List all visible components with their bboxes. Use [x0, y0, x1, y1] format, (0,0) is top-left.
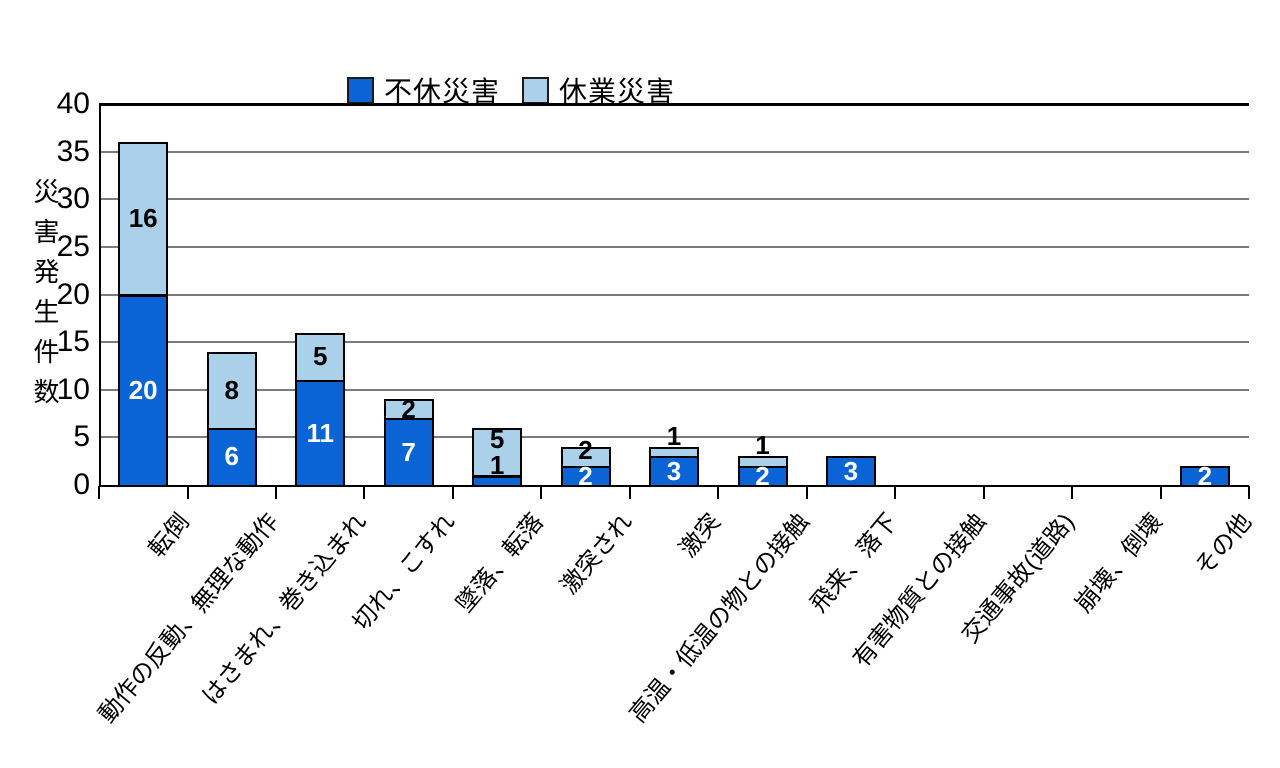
bar-segment: [118, 142, 169, 297]
legend: 不休災害 休業災害: [347, 70, 675, 110]
bar-segment: [383, 399, 434, 421]
y-tick-label: 35: [56, 134, 90, 168]
x-category-label: はさまれ、巻き込まれ: [197, 508, 373, 710]
gridline: [99, 341, 1249, 344]
bar-value-label: 3: [666, 455, 682, 486]
x-category-label: 崩壊、倒壊: [1070, 508, 1169, 618]
bar-value-label: 11: [306, 417, 334, 448]
bar-value-label: 2: [578, 460, 593, 491]
x-tick: [1248, 486, 1250, 499]
bar-segment: [383, 418, 434, 487]
y-axis-line: [99, 103, 101, 487]
x-axis-line: [99, 485, 1249, 487]
plot-top-border: [99, 103, 1249, 106]
legend-label: 不休災害: [384, 76, 501, 107]
x-category-label: その他: [1189, 508, 1257, 582]
legend-item: 休業災害: [522, 70, 675, 110]
x-tick: [1159, 486, 1162, 499]
bar-value-label: 1: [755, 430, 770, 461]
x-tick: [1071, 486, 1074, 499]
y-axis-title: 災害発生件数: [30, 178, 60, 418]
bar-segment: [649, 446, 699, 459]
x-tick: [717, 486, 720, 499]
bar-value-label: 5: [489, 423, 505, 454]
bar-value-label: 7: [401, 436, 416, 467]
legend-swatch-light: [522, 76, 550, 104]
gridline: [99, 436, 1249, 439]
x-category-label: 転倒: [143, 508, 196, 563]
x-tick: [274, 486, 277, 499]
bar-segment: [206, 427, 257, 488]
y-tick-label: 40: [56, 87, 90, 120]
legend-swatch-dark: [347, 76, 374, 104]
gridline: [99, 245, 1249, 248]
bar-segment: [737, 456, 788, 468]
bar-segment: [206, 351, 257, 430]
bar-segment: [472, 427, 523, 478]
x-tick: [805, 486, 808, 499]
x-tick: [894, 486, 897, 499]
bar-value-label: 16: [128, 203, 158, 234]
bar-value-label: 5: [312, 341, 328, 372]
bar-value-label: 6: [224, 441, 239, 472]
bar-value-label: 3: [843, 455, 859, 486]
x-category-label: 墜落、転落: [451, 508, 550, 618]
bar-segment: [295, 332, 346, 383]
x-category-label: 激突: [674, 508, 727, 563]
gridline: [99, 293, 1249, 296]
bar-value-label: 8: [224, 374, 239, 405]
y-tick-label: 10: [56, 372, 90, 406]
x-tick: [98, 486, 100, 499]
bar-value-label: 2: [578, 434, 593, 465]
y-tick-label: 5: [73, 420, 90, 454]
gridline: [99, 198, 1249, 201]
y-tick-label: 30: [56, 182, 90, 216]
bar-value-label: 1: [489, 449, 505, 480]
y-tick-label: 25: [56, 229, 90, 263]
legend-label: 休業災害: [559, 76, 676, 107]
gridline: [99, 150, 1249, 153]
x-tick: [186, 486, 189, 499]
x-tick: [451, 486, 454, 499]
y-tick-label: 0: [73, 468, 90, 501]
bar-segment: [118, 294, 169, 487]
x-tick: [628, 486, 631, 499]
x-tick: [363, 486, 366, 499]
bar-segment: [560, 446, 611, 468]
x-category-label: 激突され: [555, 508, 638, 600]
y-tick-label: 15: [56, 325, 90, 359]
gridline: [99, 388, 1249, 391]
bar-value-label: 20: [128, 374, 158, 405]
bar-value-label: 2: [1197, 460, 1213, 491]
x-tick: [540, 486, 543, 499]
bar-value-label: 2: [755, 460, 770, 491]
x-tick: [982, 486, 985, 499]
bar-value-label: 1: [666, 420, 682, 451]
bar-value-label: 2: [401, 393, 416, 424]
legend-item: 不休災害: [347, 70, 500, 110]
y-tick-label: 20: [56, 277, 90, 311]
